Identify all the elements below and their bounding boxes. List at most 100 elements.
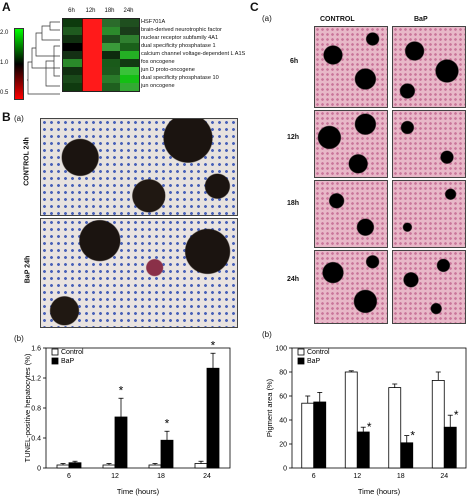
heatmap-cell	[101, 35, 121, 43]
x-tick-label: 12	[353, 473, 361, 480]
y-tick-label: 20	[279, 442, 287, 449]
heatmap-cell	[101, 67, 121, 75]
bar-bap	[206, 367, 220, 469]
liver-section-control-18h	[314, 180, 388, 248]
scale-tick-mid: 1.0	[0, 60, 9, 66]
gene-label: brain-derived neurotrophic factor	[141, 27, 222, 33]
bar-control	[102, 464, 116, 469]
legend-label: BaP	[307, 358, 321, 365]
heatmap-col-12h: 12h	[85, 8, 96, 14]
heatmap-cell	[120, 51, 139, 59]
panel-b-sub-b: (b)	[14, 334, 24, 343]
x-tick-label: 18	[157, 473, 165, 480]
bar-control	[56, 464, 70, 469]
bar-bap	[160, 439, 174, 469]
gene-label: jun D proto-oncogene	[141, 67, 195, 73]
heatmap-cell	[81, 35, 102, 43]
y-tick-label: 0.8	[31, 406, 41, 413]
heatmap-cell	[101, 59, 121, 67]
x-tick-label: 24	[203, 473, 211, 480]
panel-b-label: B	[2, 110, 11, 124]
bar-bap	[400, 442, 414, 469]
bar-bap	[68, 462, 82, 469]
liver-section-control-12h	[314, 110, 388, 178]
heatmap-cell	[120, 19, 139, 27]
row-label-18h: 18h	[287, 200, 300, 207]
gene-label: jun oncogene	[141, 83, 175, 89]
tunel-bar-chart: 0 0.4 0.8 1.2 1.6 6 12 * 18 * 24 * Time (hours) TUNEL…	[23, 338, 231, 496]
y-tick-label: 0	[37, 466, 41, 473]
x-tick-label: 12	[111, 473, 119, 480]
y-tick-label: 0	[283, 466, 287, 473]
column-label-bap: BaP	[414, 16, 428, 23]
heatmap-row	[63, 35, 139, 43]
heatmap-cell	[63, 19, 82, 27]
x-tick-label: 6	[67, 473, 71, 480]
micrograph-bap-24h	[40, 218, 238, 328]
heatmap-column-headers: 6h 12h 18h 24h	[62, 8, 138, 14]
heatmap-cell	[63, 35, 82, 43]
significance-star: *	[410, 429, 415, 443]
x-tick-label: 6	[312, 473, 316, 480]
heatmap-cell	[63, 59, 82, 67]
heatmap-cell	[81, 83, 102, 91]
panel-a-label: A	[2, 0, 11, 14]
heatmap-cell	[63, 83, 82, 91]
heatmap-col-18h: 18h	[104, 8, 115, 14]
legend-swatch	[51, 357, 59, 365]
liver-section-bap-12h	[392, 110, 466, 178]
heatmap-row	[63, 59, 139, 67]
gene-label: calcium channel voltage-dependent L A1S	[141, 51, 246, 57]
legend-label: BaP	[61, 358, 75, 365]
heatmap-cell	[81, 75, 102, 83]
heatmap-cell	[120, 67, 139, 75]
heatmap-cell	[101, 83, 121, 91]
bar-bap	[443, 426, 457, 469]
dendrogram	[27, 21, 60, 95]
gene-label: dual specificity phosphatase 10	[141, 75, 219, 81]
panel-c-label: C	[250, 0, 259, 14]
x-tick-label: 18	[397, 473, 405, 480]
heatmap-cell	[120, 27, 139, 35]
panel-c-sub-a: (a)	[262, 14, 272, 23]
heatmap-cell	[81, 43, 102, 51]
heatmap-grid	[62, 18, 140, 92]
bar-control	[388, 387, 402, 469]
heatmap-cell	[120, 43, 139, 51]
heatmap-cell	[81, 67, 102, 75]
heatmap-row	[63, 19, 139, 27]
pigment-bar-chart: 0 20 40 60 80 100 6 12 * 18 * 24 * Time (hours) Pigmen…	[265, 346, 467, 496]
significance-star: *	[165, 416, 170, 430]
heatmap-cell	[101, 75, 121, 83]
x-tick-label: 24	[440, 473, 448, 480]
heatmap-cell	[81, 59, 102, 67]
heatmap-cell	[81, 27, 102, 35]
gene-label: nuclear receptor subfamily 4A1	[141, 35, 219, 41]
heatmap-row	[63, 51, 139, 59]
x-axis-label: Time (hours)	[358, 487, 401, 496]
color-scale	[14, 28, 24, 100]
heatmap-row	[63, 83, 139, 91]
y-tick-label: 80	[279, 370, 287, 377]
y-tick-label: 100	[275, 346, 287, 353]
liver-section-control-6h	[314, 26, 388, 108]
heatmap-row	[63, 27, 139, 35]
significance-star: *	[211, 338, 216, 352]
heatmap-row	[63, 75, 139, 83]
heatmap-cell	[63, 75, 82, 83]
scale-tick-bottom: 0.5	[0, 90, 9, 96]
row-label-6h: 6h	[290, 58, 299, 65]
heatmap-cell	[81, 51, 102, 59]
bar-control	[194, 463, 208, 469]
panel-c-sub-b: (b)	[262, 330, 272, 339]
heatmap-cell	[120, 83, 139, 91]
legend-label: Control	[307, 349, 330, 356]
heatmap-cell	[63, 27, 82, 35]
gene-label: dual specificity phosphatase 1	[141, 43, 216, 49]
heatmap-col-24h: 24h	[123, 8, 134, 14]
heatmap-cell	[101, 19, 121, 27]
label-control-24h: CONTROL 24h	[23, 137, 31, 186]
label-bap-24h: BaP 24h	[24, 255, 32, 284]
heatmap-cell	[101, 43, 121, 51]
heatmap-cell	[81, 19, 102, 27]
